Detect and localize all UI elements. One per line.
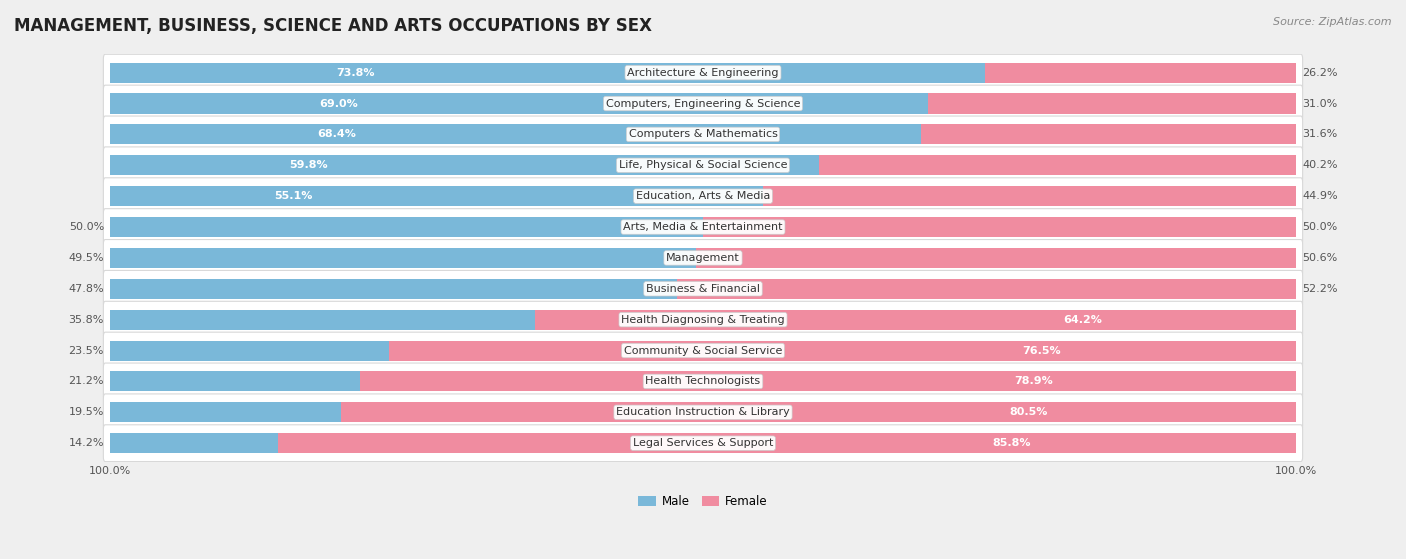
Text: 59.8%: 59.8% bbox=[290, 160, 328, 170]
Text: 21.2%: 21.2% bbox=[69, 376, 104, 386]
Bar bbox=[921, 124, 1296, 144]
Text: Architecture & Engineering: Architecture & Engineering bbox=[627, 68, 779, 78]
Text: MANAGEMENT, BUSINESS, SCIENCE AND ARTS OCCUPATIONS BY SEX: MANAGEMENT, BUSINESS, SCIENCE AND ARTS O… bbox=[14, 17, 652, 35]
FancyBboxPatch shape bbox=[104, 85, 1302, 122]
FancyBboxPatch shape bbox=[104, 425, 1302, 462]
Bar bbox=[820, 155, 1296, 176]
Text: Management: Management bbox=[666, 253, 740, 263]
Text: Health Technologists: Health Technologists bbox=[645, 376, 761, 386]
Text: 44.9%: 44.9% bbox=[1302, 191, 1337, 201]
Text: 50.6%: 50.6% bbox=[1302, 253, 1337, 263]
Bar bbox=[986, 63, 1296, 83]
Text: Computers & Mathematics: Computers & Mathematics bbox=[628, 129, 778, 139]
Bar bbox=[110, 155, 820, 176]
Text: 55.1%: 55.1% bbox=[274, 191, 312, 201]
FancyBboxPatch shape bbox=[104, 54, 1302, 91]
FancyBboxPatch shape bbox=[104, 363, 1302, 400]
Text: 78.9%: 78.9% bbox=[1015, 376, 1053, 386]
Text: 50.0%: 50.0% bbox=[1302, 222, 1337, 232]
Text: Legal Services & Support: Legal Services & Support bbox=[633, 438, 773, 448]
Text: 19.5%: 19.5% bbox=[69, 408, 104, 417]
FancyBboxPatch shape bbox=[104, 332, 1302, 369]
Bar bbox=[360, 371, 1296, 391]
Bar bbox=[110, 217, 703, 237]
Text: 76.5%: 76.5% bbox=[1022, 345, 1062, 356]
Text: 50.0%: 50.0% bbox=[69, 222, 104, 232]
Bar bbox=[110, 402, 342, 423]
Bar bbox=[110, 63, 986, 83]
Bar bbox=[110, 93, 928, 113]
Text: Education Instruction & Library: Education Instruction & Library bbox=[616, 408, 790, 417]
Text: 68.4%: 68.4% bbox=[318, 129, 357, 139]
Text: 80.5%: 80.5% bbox=[1010, 408, 1047, 417]
Text: Life, Physical & Social Science: Life, Physical & Social Science bbox=[619, 160, 787, 170]
Bar bbox=[110, 279, 676, 299]
Text: Community & Social Service: Community & Social Service bbox=[624, 345, 782, 356]
Text: 69.0%: 69.0% bbox=[319, 98, 359, 108]
Text: 26.2%: 26.2% bbox=[1302, 68, 1337, 78]
Bar bbox=[676, 279, 1296, 299]
FancyBboxPatch shape bbox=[104, 301, 1302, 338]
Bar bbox=[110, 310, 534, 330]
FancyBboxPatch shape bbox=[104, 271, 1302, 307]
Text: 85.8%: 85.8% bbox=[991, 438, 1031, 448]
Text: 23.5%: 23.5% bbox=[69, 345, 104, 356]
Bar bbox=[763, 186, 1296, 206]
Text: 31.0%: 31.0% bbox=[1302, 98, 1337, 108]
FancyBboxPatch shape bbox=[104, 147, 1302, 184]
FancyBboxPatch shape bbox=[104, 209, 1302, 245]
Legend: Male, Female: Male, Female bbox=[634, 490, 772, 513]
Bar bbox=[110, 340, 388, 361]
FancyBboxPatch shape bbox=[104, 178, 1302, 215]
Bar bbox=[110, 186, 763, 206]
Text: Source: ZipAtlas.com: Source: ZipAtlas.com bbox=[1274, 17, 1392, 27]
Text: 64.2%: 64.2% bbox=[1063, 315, 1102, 325]
Text: Health Diagnosing & Treating: Health Diagnosing & Treating bbox=[621, 315, 785, 325]
Text: 49.5%: 49.5% bbox=[69, 253, 104, 263]
Bar bbox=[928, 93, 1296, 113]
Bar bbox=[534, 310, 1296, 330]
Bar bbox=[703, 217, 1296, 237]
FancyBboxPatch shape bbox=[104, 116, 1302, 153]
Text: 47.8%: 47.8% bbox=[69, 284, 104, 294]
Text: Arts, Media & Entertainment: Arts, Media & Entertainment bbox=[623, 222, 783, 232]
Text: 52.2%: 52.2% bbox=[1302, 284, 1337, 294]
Text: 14.2%: 14.2% bbox=[69, 438, 104, 448]
FancyBboxPatch shape bbox=[104, 394, 1302, 430]
Bar bbox=[696, 248, 1296, 268]
Text: 31.6%: 31.6% bbox=[1302, 129, 1337, 139]
Bar bbox=[342, 402, 1296, 423]
Text: Computers, Engineering & Science: Computers, Engineering & Science bbox=[606, 98, 800, 108]
Text: 40.2%: 40.2% bbox=[1302, 160, 1337, 170]
Bar bbox=[110, 371, 361, 391]
Text: Education, Arts & Media: Education, Arts & Media bbox=[636, 191, 770, 201]
Text: Business & Financial: Business & Financial bbox=[645, 284, 761, 294]
Bar bbox=[110, 248, 697, 268]
Text: 35.8%: 35.8% bbox=[69, 315, 104, 325]
Bar bbox=[278, 433, 1296, 453]
Bar bbox=[110, 124, 921, 144]
Text: 73.8%: 73.8% bbox=[336, 68, 374, 78]
Bar bbox=[388, 340, 1296, 361]
Bar bbox=[110, 433, 278, 453]
FancyBboxPatch shape bbox=[104, 240, 1302, 276]
